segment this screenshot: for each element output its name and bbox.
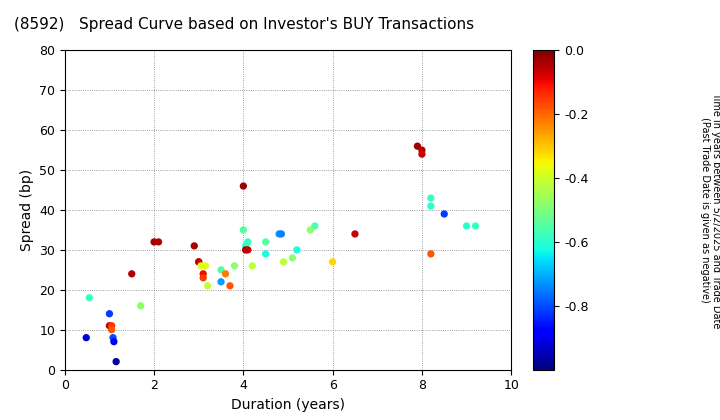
Point xyxy=(260,239,271,245)
Point xyxy=(153,239,164,245)
Point xyxy=(199,262,211,269)
Point xyxy=(425,202,436,209)
Point xyxy=(81,334,92,341)
Point xyxy=(278,258,289,265)
Y-axis label: Spread (bp): Spread (bp) xyxy=(19,169,34,251)
Point xyxy=(276,231,287,237)
Point xyxy=(238,183,249,189)
Point xyxy=(106,323,117,329)
Point xyxy=(104,310,115,317)
Point xyxy=(224,282,235,289)
Point xyxy=(215,266,227,273)
Point xyxy=(110,358,122,365)
Point xyxy=(104,323,115,329)
Point xyxy=(135,302,146,309)
Point xyxy=(416,147,428,153)
Point xyxy=(349,231,361,237)
Point xyxy=(108,339,120,345)
Point xyxy=(220,270,231,277)
Point xyxy=(197,275,209,281)
Point xyxy=(126,270,138,277)
Point xyxy=(469,223,481,229)
Point xyxy=(238,226,249,233)
Point xyxy=(193,258,204,265)
Point xyxy=(215,278,227,285)
Point xyxy=(425,194,436,201)
Point xyxy=(242,239,253,245)
Point xyxy=(240,247,251,253)
Point xyxy=(260,250,271,257)
Point xyxy=(309,223,320,229)
Point xyxy=(106,326,117,333)
Point xyxy=(246,262,258,269)
Point xyxy=(193,258,204,265)
Point xyxy=(242,247,253,253)
Point xyxy=(189,242,200,249)
Point xyxy=(416,151,428,158)
Point xyxy=(425,250,436,257)
Point xyxy=(107,334,119,341)
Point xyxy=(274,231,285,237)
Text: (8592)   Spread Curve based on Investor's BUY Transactions: (8592) Spread Curve based on Investor's … xyxy=(14,17,474,32)
Point xyxy=(148,239,160,245)
Point xyxy=(229,262,240,269)
Point xyxy=(197,270,209,277)
X-axis label: Duration (years): Duration (years) xyxy=(231,398,345,412)
Point xyxy=(327,258,338,265)
Point xyxy=(240,242,251,249)
Point xyxy=(291,247,302,253)
Point xyxy=(287,255,298,261)
Point xyxy=(438,210,450,217)
Point xyxy=(305,226,316,233)
Point xyxy=(461,223,472,229)
Point xyxy=(202,282,213,289)
Point xyxy=(412,143,423,150)
Y-axis label: Time in years between 5/2/2025 and Trade Date
(Past Trade Date is given as negat: Time in years between 5/2/2025 and Trade… xyxy=(700,92,720,328)
Point xyxy=(195,262,207,269)
Point xyxy=(84,294,95,301)
